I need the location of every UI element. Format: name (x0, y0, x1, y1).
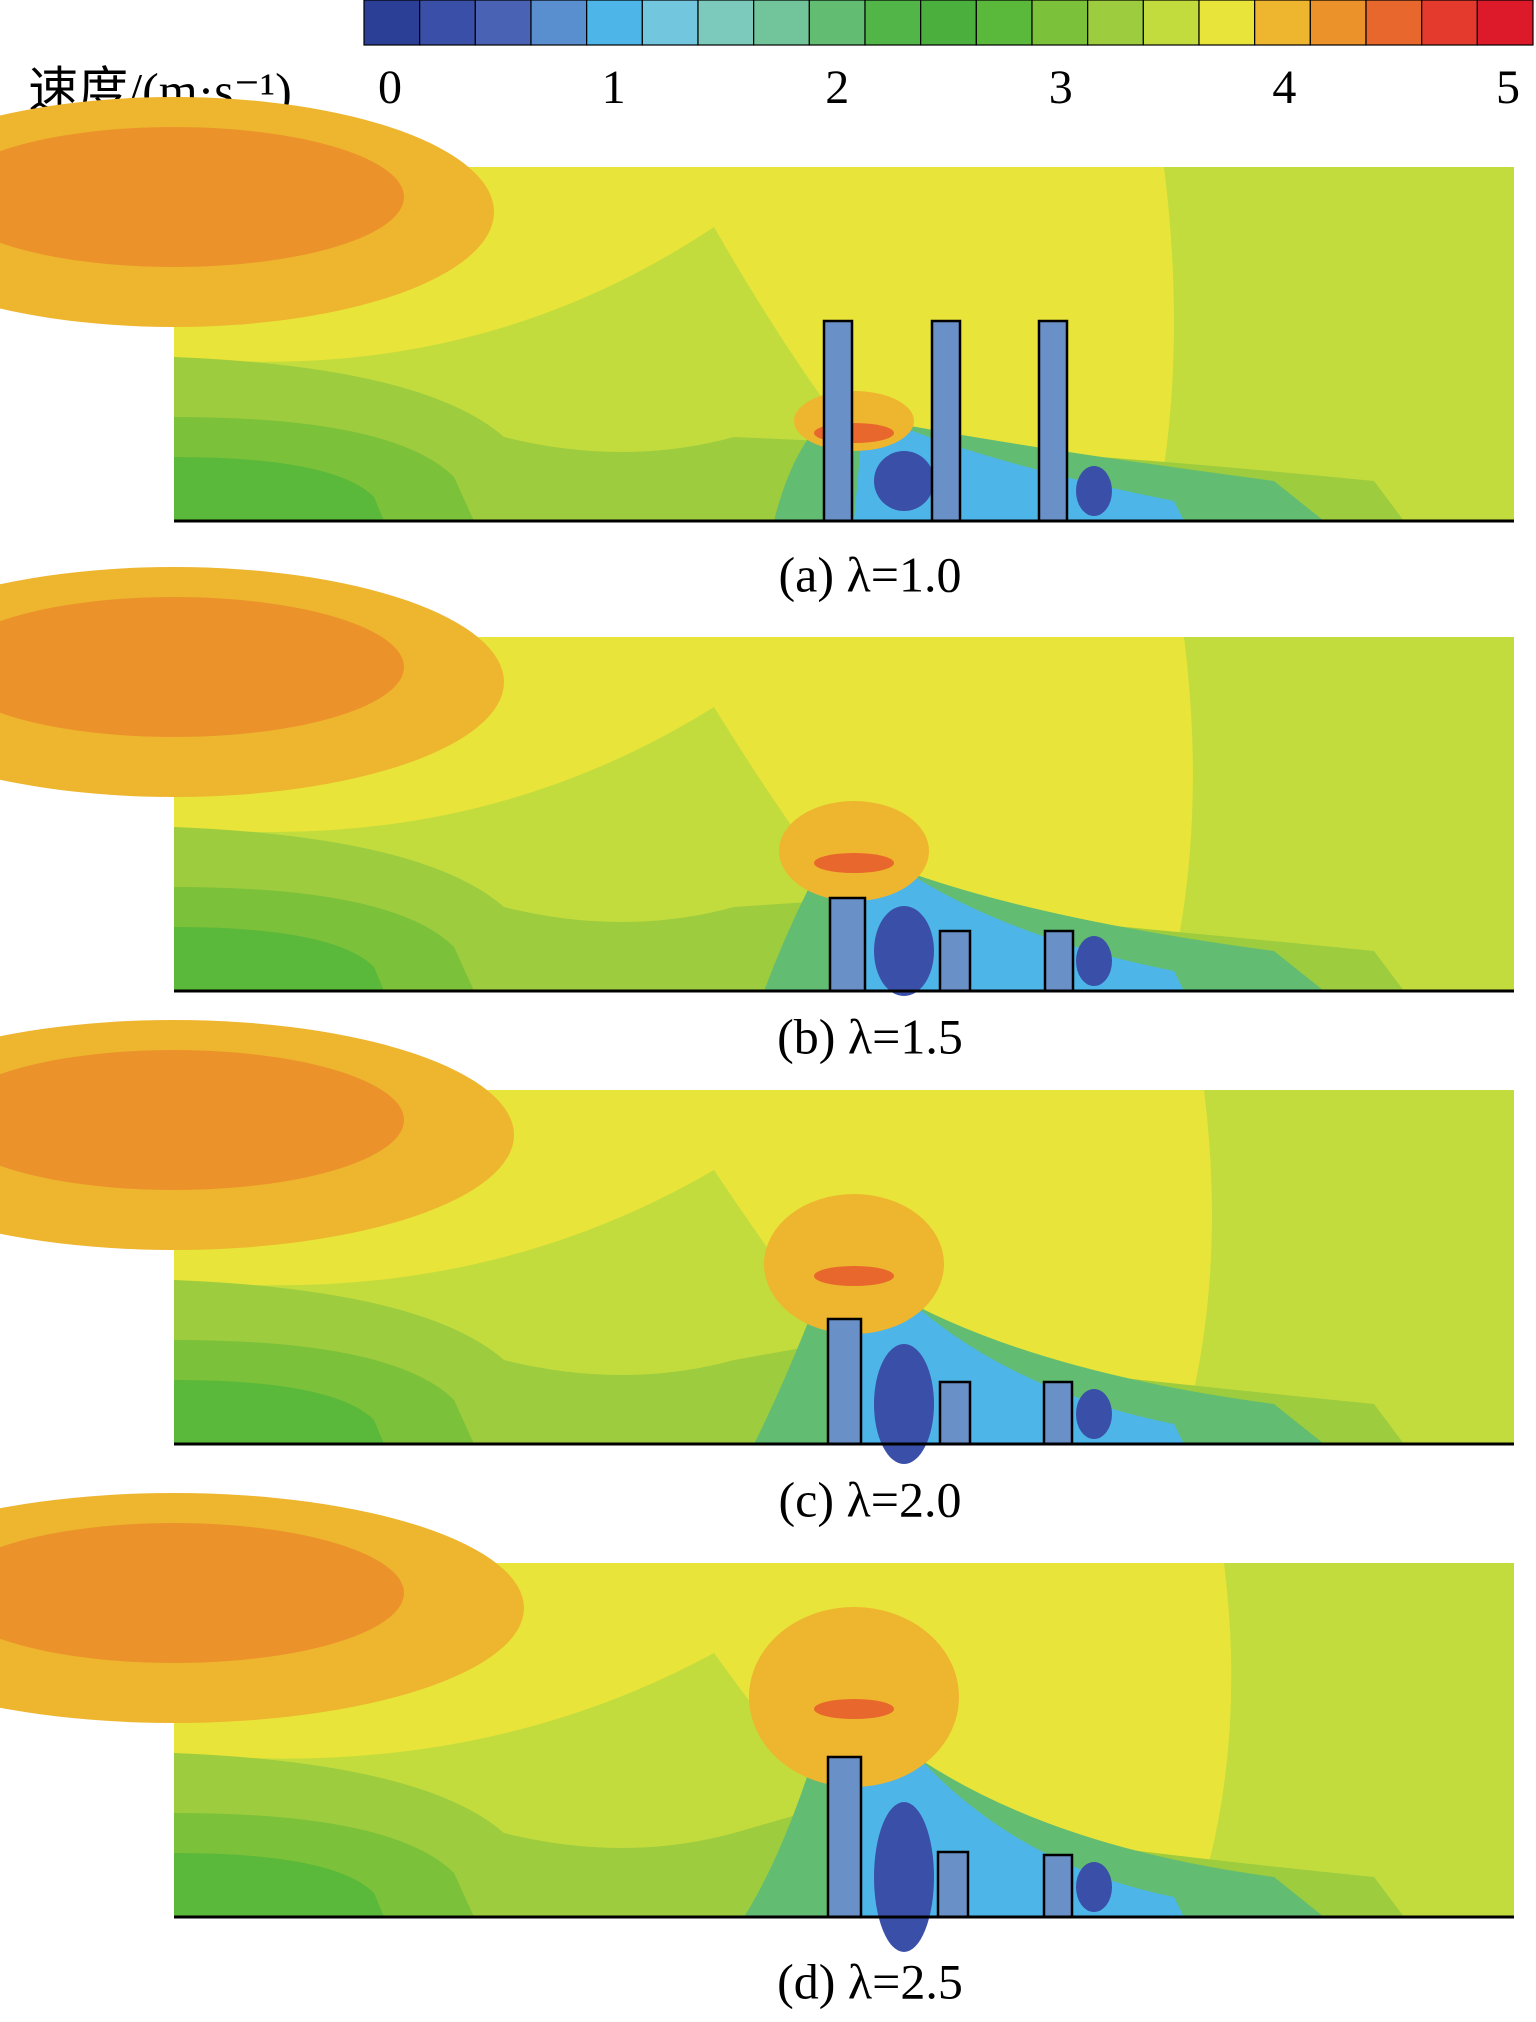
colorbar-cell (864, 0, 922, 46)
wake-dark (874, 1802, 934, 1952)
colorbar-cell (419, 0, 476, 46)
wake-blue (854, 1687, 1184, 1917)
colorbar-cell (975, 0, 1033, 46)
field-green-3 (174, 927, 384, 991)
colorbar-tick-label: 1 (602, 61, 626, 114)
building (828, 896, 867, 993)
wake-dark (874, 1344, 934, 1464)
building (826, 1317, 863, 1446)
wake-blue (854, 1254, 1184, 1444)
panel-caption: (d) λ=2.5 (777, 1953, 963, 2009)
building (1042, 1853, 1074, 1919)
panel-caption: (a) λ=1.0 (779, 546, 962, 602)
building (938, 929, 972, 993)
colorbar-cell (808, 0, 866, 46)
building (1042, 1380, 1074, 1446)
colorbar-cell (920, 0, 977, 46)
vortex-core (814, 853, 894, 873)
contour-panel (0, 97, 1514, 523)
colorbar-cell (697, 0, 755, 46)
vortex (749, 1607, 959, 1787)
colorbar-cell (1309, 0, 1367, 46)
wake-dark (874, 906, 934, 996)
building (822, 319, 854, 523)
vortex (764, 1194, 944, 1334)
contour-panel (0, 1020, 1514, 1464)
colorbar-cell (753, 0, 810, 46)
building (936, 1850, 970, 1919)
field-orange (0, 1523, 404, 1663)
field-green-3 (174, 457, 384, 521)
colorbar-cell (1087, 0, 1144, 46)
colorbar-cell (1198, 0, 1256, 46)
panel-caption: (c) λ=2.0 (779, 1471, 962, 1527)
wake-dark (1076, 466, 1112, 516)
colorbar-cell (641, 0, 699, 46)
field-orange (0, 127, 404, 267)
field-orange (0, 597, 404, 737)
colorbar-tick-label: 2 (825, 61, 849, 114)
wake-dark (1076, 1862, 1112, 1912)
colorbar-cell (1365, 0, 1423, 46)
colorbar-cell (1142, 0, 1200, 46)
vortex-core (814, 1266, 894, 1286)
vortex (779, 801, 929, 901)
vortex-core (814, 1699, 894, 1719)
contour-panel (0, 567, 1514, 996)
panel-caption: (b) λ=1.5 (777, 1008, 963, 1064)
colorbar-cell (1254, 0, 1311, 46)
field-green-3 (174, 1853, 384, 1917)
wake-dark (1076, 1389, 1112, 1439)
colorbar-tick-label: 0 (378, 61, 402, 114)
colorbar-cell (586, 0, 643, 46)
building (930, 319, 962, 523)
colorbar-tick-label: 3 (1049, 61, 1073, 114)
field-green-3 (174, 1380, 384, 1444)
colorbar-cell (1476, 0, 1534, 46)
building (826, 1755, 863, 1919)
contour-panel (0, 1493, 1514, 1952)
colorbar-cell (1031, 0, 1089, 46)
wake-dark (874, 451, 934, 511)
colorbar-cell (363, 0, 421, 46)
colorbar-tick-label: 5 (1496, 61, 1520, 114)
colorbar-tick-label: 4 (1272, 61, 1296, 114)
building (1043, 929, 1075, 993)
wake-blue (854, 841, 1184, 991)
field-orange (0, 1050, 404, 1190)
colorbar-cell (1421, 0, 1478, 46)
building (1037, 319, 1069, 523)
colorbar-cell (474, 0, 532, 46)
wake-dark (1076, 936, 1112, 986)
building (938, 1380, 972, 1446)
colorbar-cell (530, 0, 588, 46)
